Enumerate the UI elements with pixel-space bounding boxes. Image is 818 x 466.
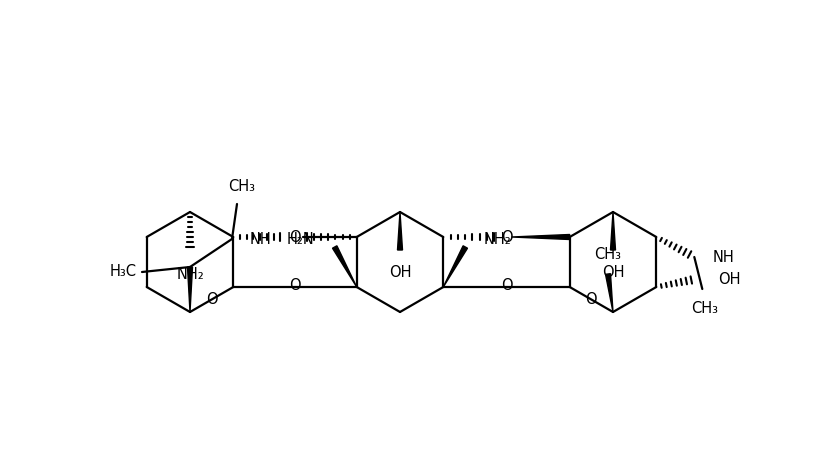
Text: H₂N: H₂N [287,232,315,247]
Polygon shape [332,246,357,287]
Text: OH: OH [602,265,624,280]
Polygon shape [187,267,192,312]
Text: H₃C: H₃C [110,265,137,280]
Text: O: O [290,229,301,245]
Text: O: O [586,292,597,307]
Text: OH: OH [389,265,411,280]
Polygon shape [398,212,402,250]
Polygon shape [610,212,615,250]
Text: NH₂: NH₂ [483,232,511,247]
Text: CH₃: CH₃ [595,247,622,262]
Text: O: O [501,229,512,245]
Text: CH₃: CH₃ [691,301,718,316]
Text: NH₂: NH₂ [176,267,204,282]
Text: O: O [501,277,512,293]
Polygon shape [511,234,569,240]
Text: NH: NH [712,249,734,265]
Polygon shape [605,274,613,312]
Polygon shape [443,246,468,287]
Text: OH: OH [718,272,741,287]
Text: O: O [206,292,218,307]
Text: O: O [290,277,301,293]
Text: NH: NH [250,232,272,247]
Text: CH₃: CH₃ [228,179,255,194]
